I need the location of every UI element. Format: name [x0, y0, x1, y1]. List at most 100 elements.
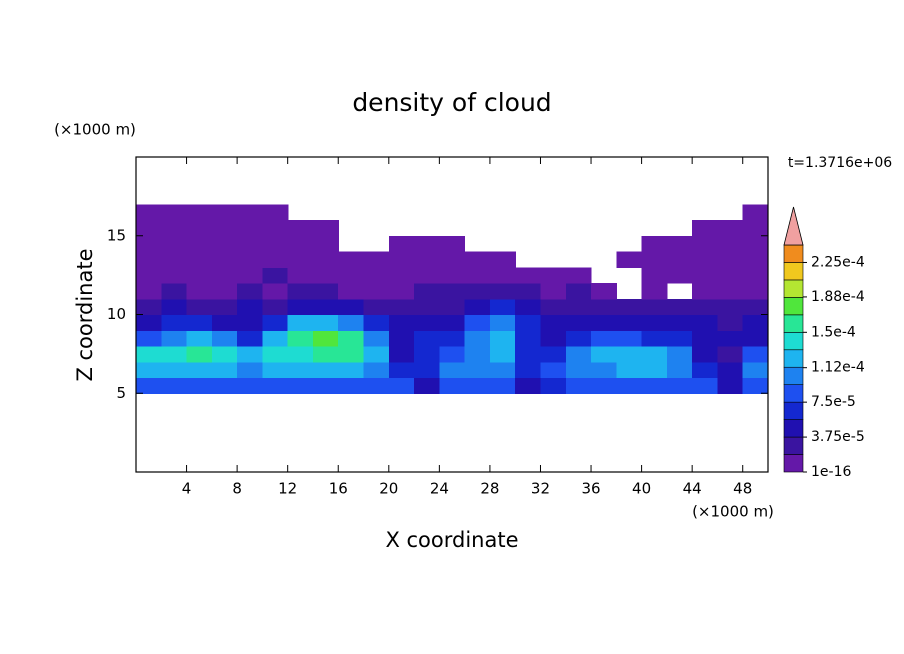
y-tick-label: 5	[116, 384, 126, 402]
field-cell	[262, 251, 289, 268]
field-cell	[287, 361, 314, 379]
field-cell	[136, 220, 162, 237]
field-cell	[414, 251, 440, 268]
field-cell	[439, 330, 466, 347]
field-cell	[312, 346, 339, 363]
field-cell	[388, 330, 415, 347]
field-cell	[414, 235, 440, 253]
field-cell	[641, 251, 668, 268]
colorbar-label: 3.75e-5	[811, 429, 865, 445]
field-cell	[338, 267, 365, 284]
chart-title: density of cloud	[352, 88, 551, 117]
field-cell	[641, 330, 668, 347]
field-cell	[161, 267, 188, 284]
field-cell	[692, 361, 719, 379]
field-cell	[388, 283, 415, 300]
field-cell	[717, 330, 744, 347]
field-cell	[312, 377, 339, 394]
field-cell	[287, 220, 314, 237]
field-cell	[262, 346, 289, 363]
field-cell	[161, 251, 188, 268]
field-cell	[692, 283, 719, 300]
field-cell	[591, 298, 617, 316]
field-cell	[186, 235, 213, 253]
field-cell	[540, 283, 567, 300]
field-cell	[742, 251, 769, 268]
field-cell	[565, 298, 592, 316]
field-cell	[565, 346, 592, 363]
field-cell	[717, 220, 744, 237]
field-cell	[641, 361, 668, 379]
field-cell	[186, 298, 213, 316]
field-cell	[666, 298, 693, 316]
field-cell	[489, 267, 516, 284]
field-cell	[388, 267, 415, 284]
field-cell	[136, 298, 162, 316]
field-cell	[717, 251, 744, 268]
field-cell	[211, 235, 238, 253]
field-cell	[312, 283, 339, 300]
x-tick-label: 48	[733, 480, 752, 498]
field-cell	[540, 267, 567, 284]
x-tick-label: 8	[232, 480, 242, 498]
field-cell	[161, 361, 188, 379]
field-cell	[439, 283, 466, 300]
field-cell	[388, 251, 415, 268]
field-cell	[717, 346, 744, 363]
field-cell	[136, 251, 162, 268]
field-cell	[312, 314, 339, 331]
field-cell	[692, 377, 719, 394]
field-cell	[338, 251, 365, 268]
field-cell	[338, 377, 365, 394]
y-unit: (×1000 m)	[54, 121, 136, 139]
field-cell	[666, 377, 693, 394]
field-cell	[312, 330, 339, 347]
field-cell	[540, 298, 567, 316]
field-cell	[666, 330, 693, 347]
field-cell	[439, 235, 466, 253]
field-cell	[161, 377, 188, 394]
field-cell	[388, 346, 415, 363]
colorbar-segment	[783, 454, 804, 473]
colorbar-extend	[783, 206, 804, 246]
field-cell	[414, 267, 440, 284]
field-cell	[464, 298, 491, 316]
x-tick-label: 24	[430, 480, 449, 498]
x-tick-label: 28	[480, 480, 499, 498]
x-tick-label: 12	[278, 480, 297, 498]
field-cell	[237, 283, 263, 300]
field-cell	[464, 283, 491, 300]
field-cell	[237, 220, 263, 237]
field-cell	[565, 314, 592, 331]
field-cell	[692, 235, 719, 253]
field-cell	[717, 283, 744, 300]
y-axis-label: Z coordinate	[73, 248, 97, 381]
x-axis-label: X coordinate	[385, 528, 518, 552]
field-cell	[717, 314, 744, 331]
colorbar-segment	[783, 244, 804, 263]
field-cell	[287, 235, 314, 253]
field-cell	[211, 314, 238, 331]
field-cell	[489, 298, 516, 316]
field-cell	[591, 346, 617, 363]
field-cell	[540, 361, 567, 379]
colorbar-segment	[783, 384, 804, 403]
field-cell	[211, 298, 238, 316]
field-cell	[237, 251, 263, 268]
colorbar-segment	[783, 262, 804, 281]
field-cell	[464, 251, 491, 268]
field-cell	[186, 267, 213, 284]
field-cell	[287, 267, 314, 284]
field-cell	[414, 283, 440, 300]
field-cell	[742, 235, 769, 253]
field-cell	[489, 361, 516, 379]
field-cell	[338, 346, 365, 363]
colorbar-label: 7.5e-5	[811, 394, 856, 410]
field-cell	[338, 361, 365, 379]
colorbar-segment	[783, 332, 804, 351]
field-cell	[515, 330, 542, 347]
field-cell	[186, 330, 213, 347]
field-cell	[312, 361, 339, 379]
x-tick-label: 36	[581, 480, 600, 498]
